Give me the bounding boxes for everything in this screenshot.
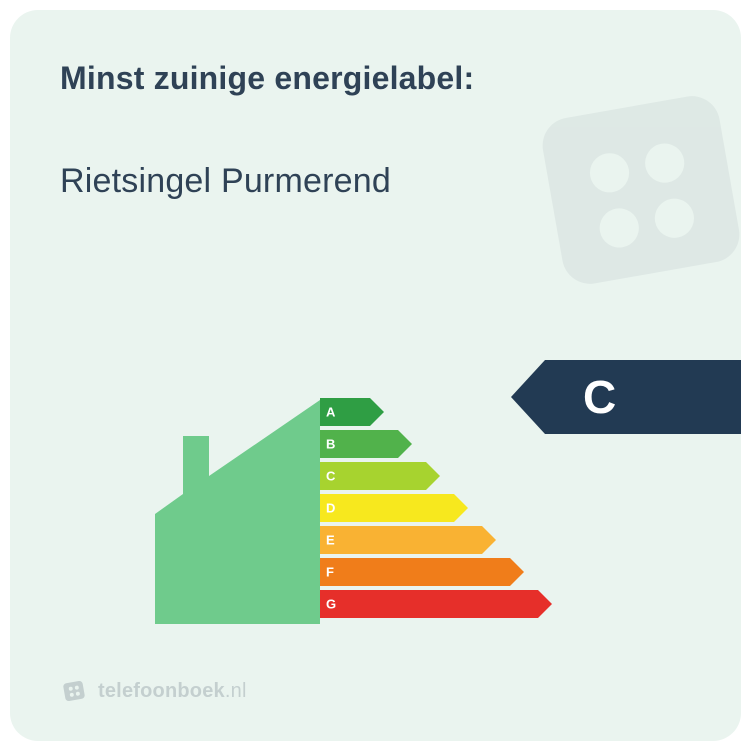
energy-bar-label: C bbox=[326, 469, 335, 484]
card-subtitle: Rietsingel Purmerend bbox=[60, 162, 741, 201]
footer-book-icon bbox=[60, 677, 88, 705]
energy-bar-b: B bbox=[320, 430, 552, 458]
energy-bar-a: A bbox=[320, 398, 552, 426]
footer-brand-bold: telefoonboek bbox=[98, 680, 225, 702]
energy-bar-g: G bbox=[320, 590, 552, 618]
footer-brand: telefoonboek.nl bbox=[60, 677, 247, 705]
card-title: Minst zuinige energielabel: bbox=[60, 60, 741, 97]
energy-bar-label: F bbox=[326, 565, 334, 580]
energy-bar-f: F bbox=[320, 558, 552, 586]
energy-bar-label: E bbox=[326, 533, 335, 548]
energy-bar-label: G bbox=[326, 597, 336, 612]
energy-bars: A B C D E F G bbox=[320, 398, 552, 622]
energy-bar-label: B bbox=[326, 437, 335, 452]
energy-bar-e: E bbox=[320, 526, 552, 554]
footer-text: telefoonboek.nl bbox=[98, 680, 247, 703]
energy-bar-label: D bbox=[326, 501, 335, 516]
energy-bar-c: C bbox=[320, 462, 552, 490]
energy-bar-label: A bbox=[326, 405, 335, 420]
house-icon bbox=[155, 400, 320, 630]
energy-label-card: Minst zuinige energielabel: Rietsingel P… bbox=[10, 10, 741, 741]
energy-chart: A B C D E F G bbox=[155, 390, 741, 650]
footer-brand-suffix: .nl bbox=[225, 680, 247, 702]
energy-bar-d: D bbox=[320, 494, 552, 522]
